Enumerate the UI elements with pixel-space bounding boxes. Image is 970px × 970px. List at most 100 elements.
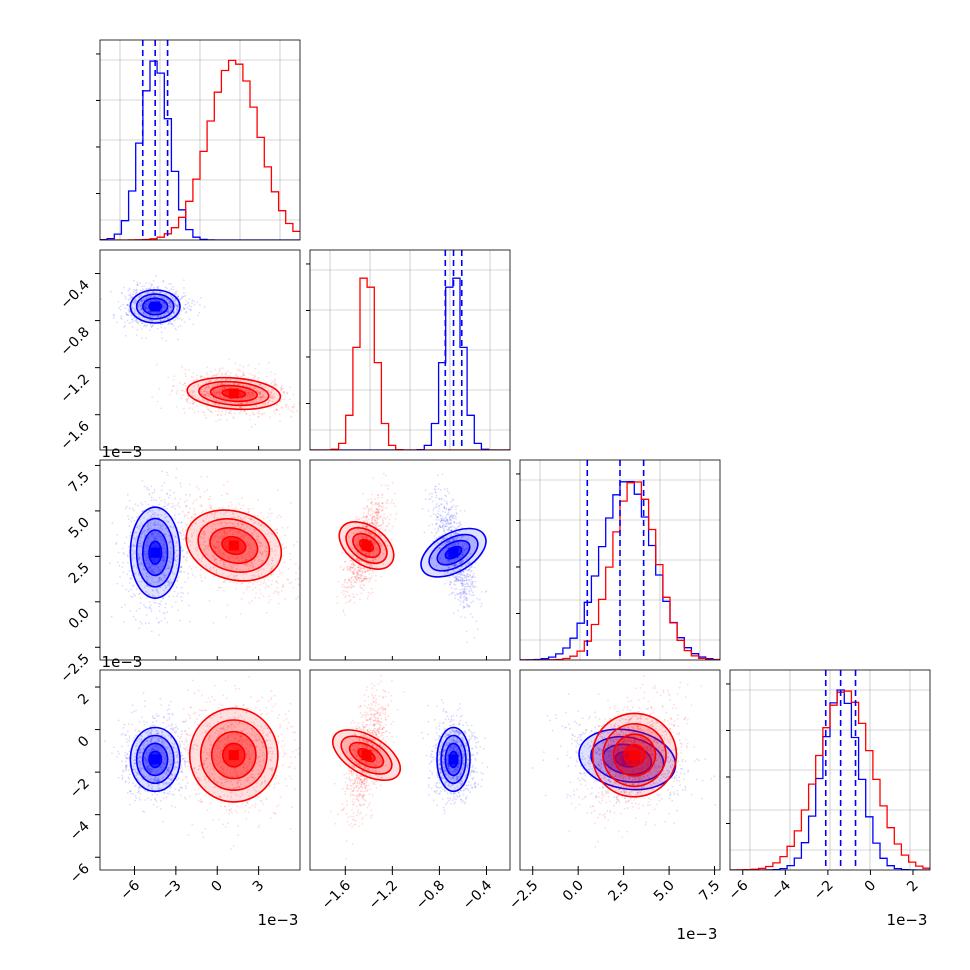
scatter-point — [212, 390, 215, 392]
scatter-point — [158, 503, 161, 506]
scatter-point — [175, 560, 178, 562]
scatter-point — [280, 388, 283, 390]
scatter-point — [245, 558, 247, 561]
scatter-point — [457, 525, 460, 528]
scatter-point — [188, 565, 191, 568]
scatter-point — [206, 408, 209, 411]
scatter-point — [175, 310, 178, 312]
scatter-point — [147, 310, 150, 312]
scatter-point — [139, 592, 141, 595]
scatter-point — [188, 298, 191, 300]
scatter-point — [138, 593, 141, 596]
scatter-point — [157, 514, 159, 517]
scatter-point — [179, 297, 182, 300]
scatter-point — [143, 303, 146, 306]
scatter-point — [237, 379, 240, 381]
scatter-point — [446, 490, 449, 493]
scatter-point — [181, 529, 184, 532]
scatter-point — [164, 556, 167, 558]
scatter-point — [170, 582, 173, 585]
scatter-point — [262, 396, 264, 399]
scatter-point — [204, 551, 207, 553]
scatter-point — [189, 495, 192, 497]
scatter-point — [342, 593, 345, 596]
scatter-point — [124, 307, 127, 310]
scatter-point — [149, 319, 152, 321]
scatter-point — [218, 394, 221, 396]
scatter-point — [148, 575, 151, 578]
scatter-point — [210, 396, 212, 399]
scatter-point — [169, 554, 172, 556]
scatter-point — [129, 296, 132, 299]
scatter-point — [163, 589, 165, 592]
scatter-point — [150, 283, 153, 286]
scatter-point — [182, 548, 185, 551]
scatter-point — [254, 374, 256, 377]
scatter-point — [161, 310, 164, 313]
scatter-point — [297, 577, 300, 580]
scatter-point — [209, 394, 212, 397]
scatter-point — [146, 324, 149, 327]
scatter-point — [146, 291, 148, 294]
scatter-point — [162, 574, 165, 577]
scatter-point — [128, 569, 131, 572]
scatter-point — [199, 574, 202, 577]
scatter-point — [146, 302, 148, 304]
scatter-point — [147, 310, 150, 313]
scatter-point — [208, 380, 211, 383]
scatter-point — [129, 535, 131, 537]
scatter-point — [245, 402, 247, 405]
scatter-point — [183, 501, 186, 503]
scatter-point — [182, 306, 185, 309]
scatter-point — [273, 384, 276, 387]
scatter-point — [167, 526, 170, 528]
scatter-point — [273, 383, 276, 386]
scatter-point — [144, 304, 146, 307]
scatter-point — [223, 386, 226, 389]
scatter-point — [145, 306, 148, 309]
scatter-point — [130, 595, 133, 598]
scatter-point — [368, 580, 370, 583]
scatter-point — [155, 291, 158, 294]
scatter-point — [178, 521, 181, 524]
scatter-point — [452, 504, 455, 507]
scatter-point — [239, 379, 242, 382]
scatter-point — [135, 609, 138, 612]
scatter-point — [152, 533, 155, 536]
scatter-point — [216, 589, 219, 592]
scatter-point — [137, 573, 140, 576]
scatter-point — [195, 498, 198, 501]
scatter-point — [141, 480, 144, 482]
scatter-point — [173, 310, 175, 313]
scatter-point — [157, 299, 159, 302]
scatter-point — [453, 526, 456, 529]
scatter-point — [167, 502, 170, 505]
scatter-point — [205, 416, 208, 419]
scatter-point — [229, 375, 232, 378]
scatter-point — [131, 326, 134, 328]
scatter-point — [286, 392, 289, 394]
scatter-point — [126, 493, 129, 496]
scatter-point — [158, 610, 161, 613]
scatter-point — [148, 302, 150, 304]
scatter-point — [142, 573, 145, 575]
scatter-point — [182, 295, 185, 298]
scatter-point — [191, 408, 194, 411]
scatter-point — [131, 574, 134, 577]
scatter-point — [142, 288, 144, 290]
scatter-point — [360, 570, 362, 573]
scatter-point — [131, 318, 133, 321]
scatter-point — [259, 390, 262, 393]
scatter-point — [267, 601, 270, 604]
scatter-point — [223, 396, 226, 399]
scatter-point — [210, 506, 212, 509]
scatter-point — [283, 391, 285, 393]
scatter-point — [212, 545, 214, 547]
scatter-point — [235, 556, 238, 559]
scatter-point — [196, 301, 199, 303]
scatter-point — [436, 503, 438, 505]
scatter-point — [256, 580, 259, 583]
scatter-point — [457, 598, 460, 601]
scatter-point — [218, 369, 221, 372]
scatter-point — [127, 289, 130, 292]
